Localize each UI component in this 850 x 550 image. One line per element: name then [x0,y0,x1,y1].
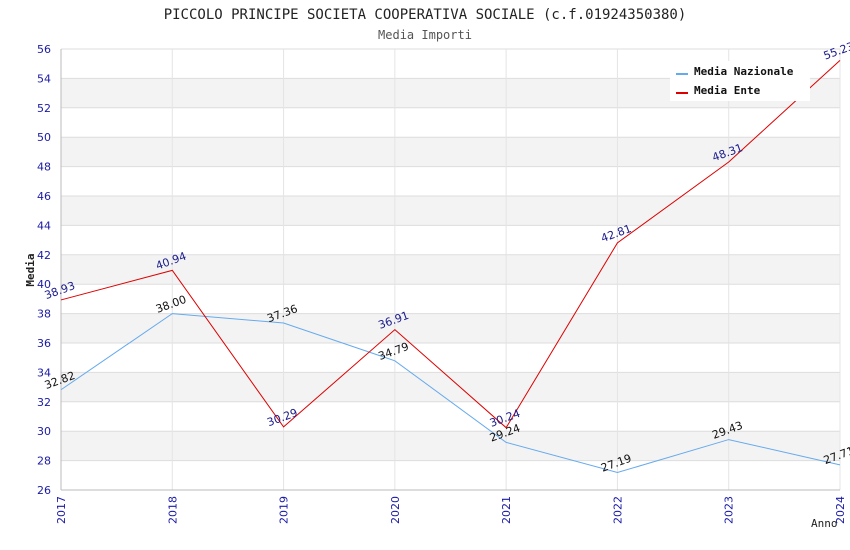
x-tick-label: 2019 [278,496,291,524]
legend-entry: Media Nazionale [694,65,794,78]
legend-entry: Media Ente [694,84,761,97]
x-tick-label: 2017 [55,496,68,524]
data-label: 38.00 [154,293,188,316]
y-tick-label: 56 [37,43,51,56]
series-line-media-nazionale [60,313,841,474]
grid-band [61,431,840,461]
x-axis: 2017 2018 2019 2020 2021 2022 2023 2024 [55,496,847,524]
x-tick-label: 2023 [723,496,736,524]
y-tick-label: 48 [37,161,51,174]
y-tick-label: 36 [37,337,51,350]
series-line-media-ente [60,59,841,429]
y-axis: 26 28 30 32 34 36 38 40 42 44 46 48 50 52 54 56 [37,43,51,497]
y-tick-label: 30 [37,425,51,438]
chart-subtitle: Media Importi [378,28,472,42]
y-tick-label: 32 [37,396,51,409]
x-tick-label: 2021 [500,496,513,524]
x-tick-label: 2018 [166,496,179,524]
x-tick-label: 2022 [611,496,624,524]
grid-band [61,254,840,285]
y-axis-label: Media [24,253,37,286]
legend-box [670,61,810,101]
y-tick-label: 38 [37,308,51,321]
chart-title: PICCOLO PRINCIPE SOCIETA COOPERATIVA SOC… [164,7,687,23]
y-tick-label: 40 [37,278,51,291]
grid-band [61,137,840,167]
grid-band [61,372,840,402]
x-axis-label: Anno [811,517,838,530]
grid-band [61,196,840,226]
y-tick-label: 44 [37,219,51,232]
y-tick-label: 50 [37,131,51,144]
grid-band [61,313,840,343]
series-group [60,59,841,474]
y-tick-label: 28 [37,455,51,468]
y-tick-label: 46 [37,190,51,203]
x-tick-label: 2020 [389,496,402,524]
grid-lines [60,48,841,491]
data-label: 55.23 [822,40,850,63]
y-tick-label: 54 [37,72,51,85]
legend: Media Nazionale Media Ente [670,61,810,101]
x-tick-label: 2024 [834,496,847,524]
y-tick-label: 52 [37,102,51,115]
y-tick-label: 34 [37,366,51,379]
y-tick-label: 26 [37,484,51,497]
y-tick-label: 42 [37,249,51,262]
grid-bands [61,78,840,461]
